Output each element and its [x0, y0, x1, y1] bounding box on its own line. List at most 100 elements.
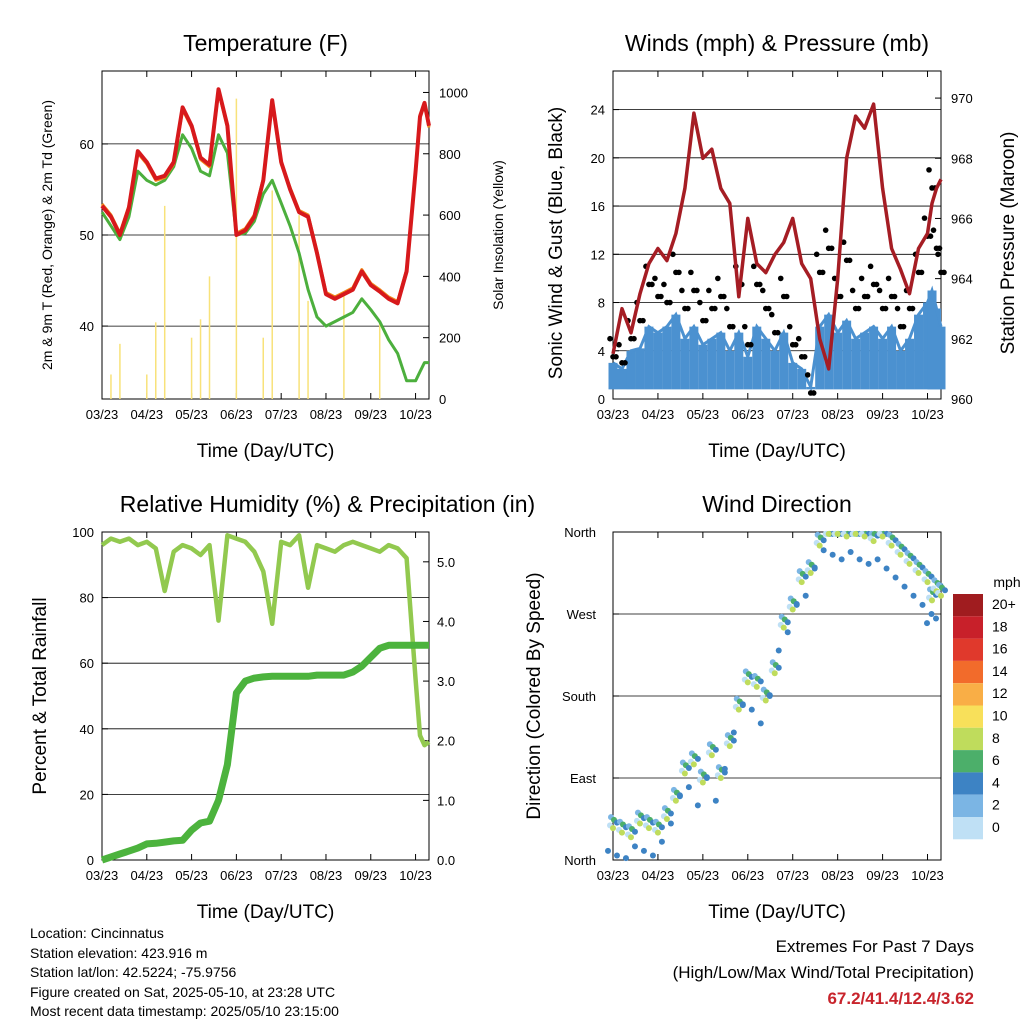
- series-line-2: [100, 133, 429, 383]
- y-axis-label: 2m & 9m T (Red, Orange) & 2m Td (Green): [39, 100, 55, 370]
- colorbar-label: 12: [992, 685, 1008, 701]
- direction-point: [667, 810, 674, 817]
- gust-point: [756, 281, 763, 288]
- direction-point: [739, 702, 746, 709]
- y-tick-label: 20: [591, 151, 605, 166]
- direction-point: [631, 828, 638, 835]
- x-tick-label: 03/23: [597, 868, 630, 883]
- direction-point: [631, 843, 638, 850]
- colorbar-label: 16: [992, 641, 1008, 657]
- direction-point: [667, 820, 674, 827]
- direction-point: [685, 764, 692, 771]
- direction-point: [766, 693, 773, 699]
- direction-point: [942, 587, 948, 594]
- station-info: Location: Cincinnatus Station elevation:…: [30, 924, 339, 1022]
- x-tick-label: 06/23: [732, 407, 765, 422]
- direction-point: [820, 547, 827, 554]
- y-axis-label-right: Solar Insolation (Yellow): [490, 160, 506, 310]
- y-tick-label: North: [564, 853, 596, 868]
- y-tick-label-right: 1000: [439, 85, 468, 100]
- y-tick-label: North: [564, 525, 596, 540]
- chart-title: Relative Humidity (%) & Precipitation (i…: [120, 491, 535, 517]
- x-tick-label: 10/23: [911, 407, 944, 422]
- gust-point: [828, 245, 835, 252]
- direction-point: [856, 556, 863, 563]
- created-text: Figure created on Sat, 2025-05-10, at 23…: [30, 983, 336, 1000]
- direction-point: [938, 592, 944, 599]
- y-axis-label: Percent & Total Rainfall: [30, 597, 51, 794]
- y-tick-label: 40: [80, 722, 94, 737]
- colorbar-label: 8: [992, 730, 1000, 746]
- gust-point: [795, 335, 802, 342]
- x-tick-label: 04/23: [642, 407, 675, 422]
- x-tick-label: 09/23: [866, 868, 899, 883]
- x-tick-label: 07/23: [265, 407, 298, 422]
- y-tick-label: 50: [80, 228, 94, 243]
- gust-point: [819, 269, 826, 276]
- direction-point: [829, 551, 836, 558]
- x-tick-label: 08/23: [310, 868, 343, 883]
- direction-point: [663, 816, 670, 822]
- direction-point: [847, 549, 854, 556]
- direction-point: [811, 565, 818, 572]
- x-tick-label: 05/23: [175, 868, 208, 883]
- gust-point: [909, 305, 916, 312]
- x-tick-label: 08/23: [821, 407, 854, 422]
- gust-point: [792, 341, 799, 348]
- gust-point: [631, 335, 637, 342]
- direction-point: [757, 678, 764, 685]
- y-tick-label: 20: [80, 787, 94, 802]
- gust-point: [730, 323, 736, 330]
- chart-title: Winds (mph) & Pressure (mb): [625, 30, 929, 56]
- gust-point: [786, 323, 793, 330]
- y-tick-label: 24: [591, 103, 605, 118]
- direction-point: [748, 706, 755, 713]
- x-tick-label: 08/23: [310, 407, 343, 422]
- direction-point: [613, 852, 620, 859]
- direction-point: [627, 834, 634, 841]
- x-tick-label: 05/23: [175, 407, 208, 422]
- gust-point: [697, 299, 703, 306]
- y-tick-label-right: 964: [951, 272, 973, 287]
- gust-point: [855, 305, 862, 312]
- gust-point: [703, 317, 709, 324]
- direction-point: [861, 533, 868, 540]
- y-tick-label-right: 0.0: [437, 853, 455, 868]
- y-tick-label: South: [562, 689, 596, 704]
- direction-point: [708, 752, 715, 759]
- x-tick-label: 06/23: [220, 407, 253, 422]
- gust-point: [930, 227, 937, 233]
- direction-point: [726, 743, 733, 750]
- gust-point: [706, 287, 712, 294]
- gust-point: [810, 390, 817, 396]
- x-axis-label: Time (Day/UTC): [197, 902, 335, 923]
- direction-point: [717, 775, 724, 781]
- direction-point: [865, 560, 872, 567]
- direction-point: [694, 755, 701, 762]
- direction-point: [906, 560, 913, 567]
- direction-point: [879, 533, 886, 540]
- latlon-text: Station lat/lon: 42.5224; -75.9756: [30, 964, 237, 980]
- gust-point: [804, 372, 811, 378]
- direction-point: [784, 629, 791, 636]
- gust-point: [667, 299, 673, 306]
- rain-line: [100, 641, 429, 864]
- chart-title: Temperature (F): [183, 30, 348, 56]
- gust-point: [894, 305, 901, 312]
- x-tick-label: 03/23: [597, 407, 630, 422]
- y-tick-label: 0: [87, 853, 94, 868]
- gust-point: [783, 293, 790, 300]
- colorbar-swatch: [953, 794, 983, 817]
- x-tick-label: 08/23: [821, 868, 854, 883]
- direction-point: [929, 597, 936, 604]
- colorbar-label: 10: [992, 708, 1008, 724]
- direction-point: [605, 847, 611, 854]
- direction-point: [658, 824, 665, 831]
- direction-point: [820, 537, 827, 544]
- y-tick-label-right: 4.0: [437, 614, 455, 629]
- gust-point: [741, 323, 748, 330]
- gust-point: [694, 287, 700, 294]
- direction-point: [784, 619, 791, 626]
- recent-text: Most recent data timestamp: 2025/05/10 2…: [30, 1003, 339, 1019]
